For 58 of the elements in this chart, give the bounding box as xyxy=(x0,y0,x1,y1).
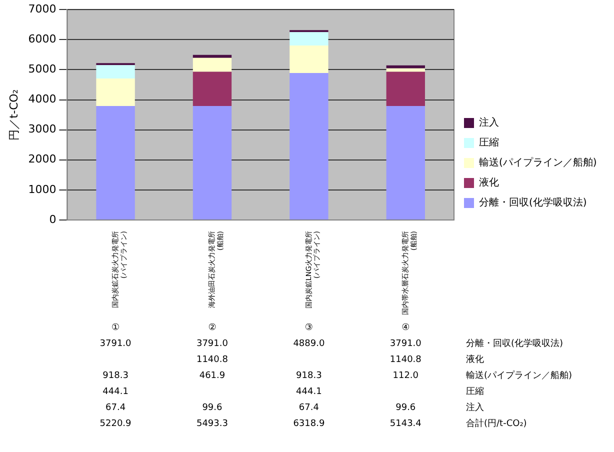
y-tick-label: 7000 xyxy=(28,2,56,16)
text: 注入 xyxy=(466,403,484,413)
data-label: 3791.0 xyxy=(390,338,422,350)
bar xyxy=(290,32,328,46)
text: 5493.3 xyxy=(196,418,228,430)
bar xyxy=(290,45,328,74)
legend-label: 分離・回収(化学吸収法) xyxy=(479,196,587,209)
y-tick-label: 3000 xyxy=(28,122,56,136)
text: 液化 xyxy=(466,355,484,365)
bar xyxy=(96,78,135,106)
data-label: 461.9 xyxy=(199,370,226,382)
y-axis-title: 円／t-CO₂ xyxy=(7,89,20,140)
legend-label: 圧縮 xyxy=(479,136,499,149)
data-label: 918.3 xyxy=(296,370,322,382)
data-label: 99.6 xyxy=(202,402,222,414)
text: ① xyxy=(111,322,120,334)
data-label: 67.4 xyxy=(298,402,319,414)
bar xyxy=(386,68,425,72)
data-label: 444.1 xyxy=(296,386,322,398)
data-label: 444.1 xyxy=(102,386,128,398)
bar xyxy=(386,106,425,220)
bar xyxy=(96,106,135,220)
y-tick-label: 5000 xyxy=(28,62,56,76)
text: 分離・回収(化学吸収法) xyxy=(466,339,564,349)
bar xyxy=(192,106,232,220)
data-label: 1140.8 xyxy=(390,354,422,366)
bar xyxy=(386,72,425,106)
text: 圧縮 xyxy=(466,387,484,397)
data-label: 4889.0 xyxy=(293,338,325,350)
data-label: 1140.8 xyxy=(196,354,228,366)
data-label: 67.4 xyxy=(106,402,126,414)
text: 5220.9 xyxy=(100,418,132,430)
bar xyxy=(192,54,232,58)
data-label: 918.3 xyxy=(102,370,128,382)
bar xyxy=(192,58,232,72)
y-tick-label: 6000 xyxy=(28,32,56,46)
bar xyxy=(96,65,135,78)
y-tick-label: 4000 xyxy=(28,92,56,106)
bar xyxy=(290,73,328,220)
data-label: 99.6 xyxy=(396,402,416,414)
text: 6318.9 xyxy=(293,418,325,430)
legend-label: 輸送(パイプライン／船舶) xyxy=(479,156,597,169)
text: 輸送(パイプライン／船舶) xyxy=(466,371,572,381)
legend-label: 液化 xyxy=(479,176,499,189)
data-label: 3791.0 xyxy=(196,338,228,350)
y-tick-label: 0 xyxy=(49,212,56,226)
legend-label: 注入 xyxy=(479,116,499,129)
data-label: 112.0 xyxy=(392,370,419,382)
y-tick-label: 2000 xyxy=(28,152,56,166)
data-label: 3791.0 xyxy=(100,338,132,350)
text: 5143.4 xyxy=(390,418,422,430)
bar xyxy=(192,72,232,106)
text: ③ xyxy=(304,322,313,334)
text: ② xyxy=(208,322,216,334)
text: ④ xyxy=(402,322,410,334)
text: 合計(円/t-CO₂) xyxy=(466,418,527,430)
y-tick-label: 1000 xyxy=(28,182,56,196)
bar xyxy=(386,65,425,68)
